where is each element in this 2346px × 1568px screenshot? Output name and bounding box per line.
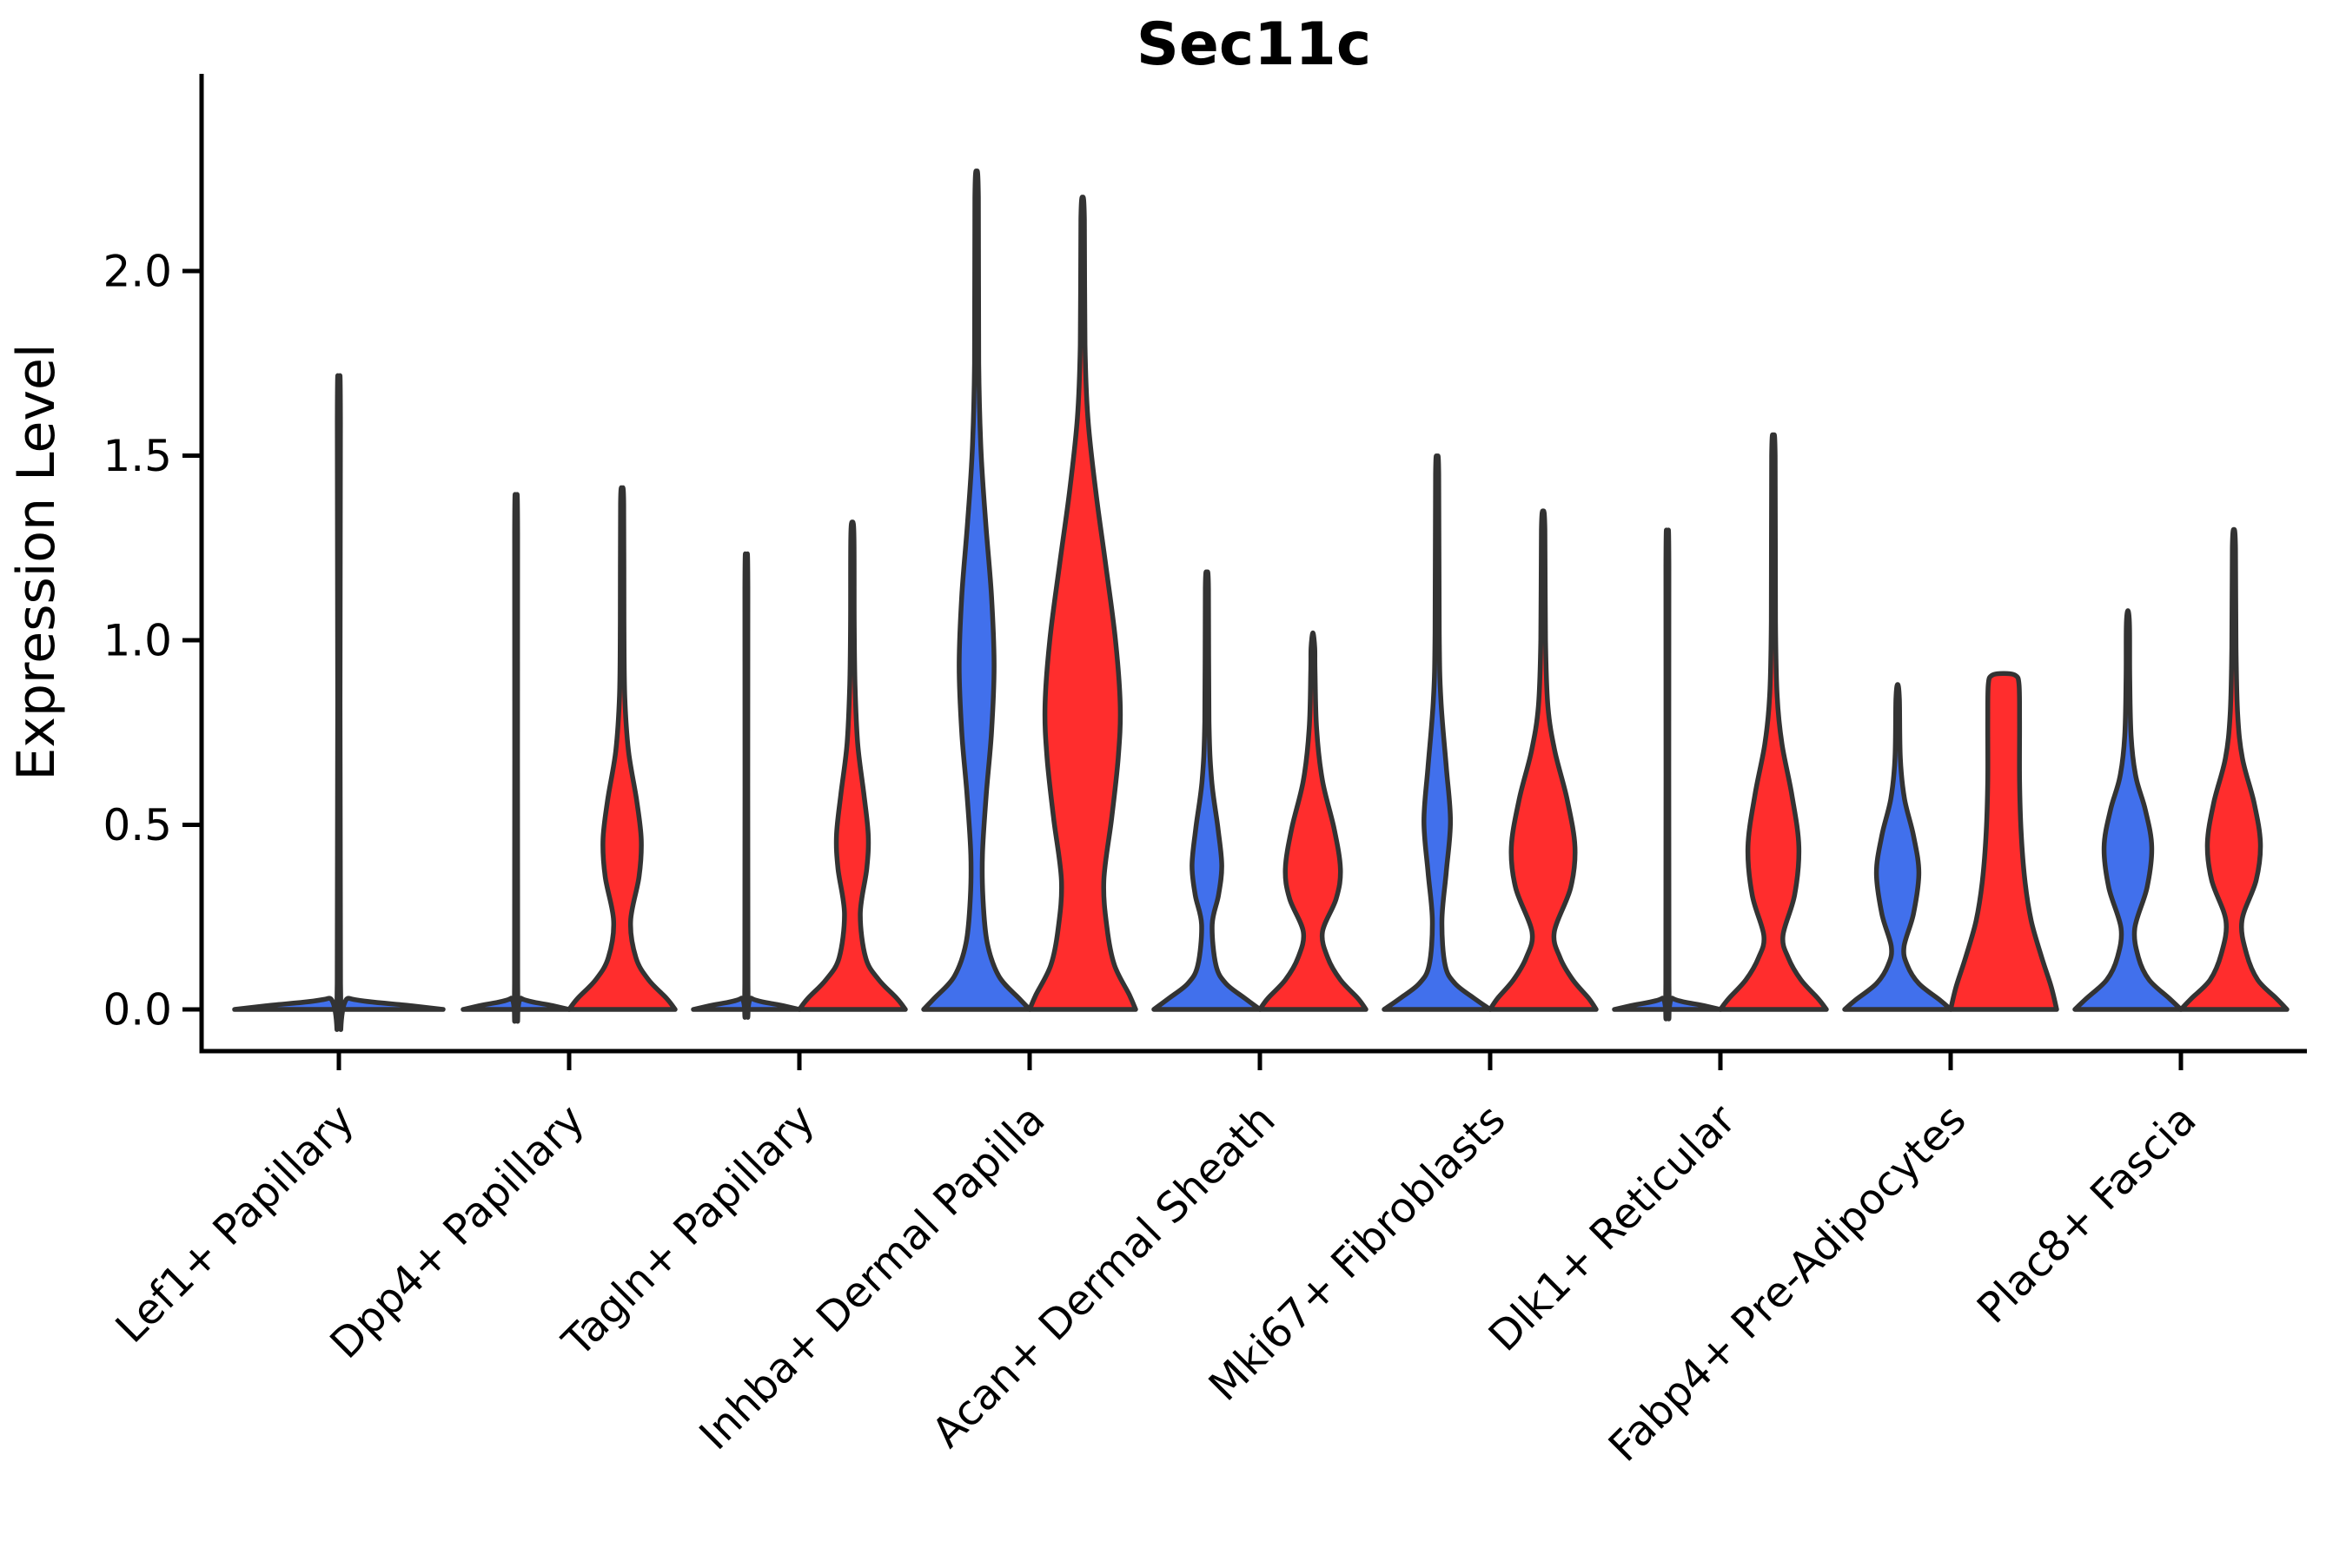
violin-plac8-fascia-red [2178,526,2290,1012]
violin-dpp4-papillary-blue [461,492,572,1024]
x-tick-label: Plac8+ Fascia [1968,1095,2206,1333]
violin-fabp4-pre-adipocytes-red [1948,671,2059,1012]
violin-mki67-fibroblasts-blue [1382,453,1493,1012]
violin-dlk1-reticular-red [1718,432,1829,1012]
y-tick-label: 1.5 [103,431,172,481]
y-tick-label: 0.0 [103,985,172,1035]
y-tick-label: 2.0 [103,247,172,297]
violin-tagln-papillary-blue [691,551,802,1020]
violin-dlk1-reticular-blue [1612,527,1723,1022]
x-tick-label: Dlk1+ Reticular [1480,1095,1746,1361]
violin-tagln-papillary-red [797,519,908,1012]
violin-inhba-dermal-papilla-blue [921,169,1032,1012]
violin-acan-dermal-sheath-red [1257,630,1368,1012]
y-axis-label: Expression Level [6,343,67,780]
x-tick-label: Lef1+ Papillary [107,1095,364,1353]
violin-inhba-dermal-papilla-red [1027,195,1138,1012]
violin-mki67-fibroblasts-red [1488,508,1599,1012]
violins [232,169,2290,1032]
chart-title: Sec11c [1137,10,1371,79]
violin-acan-dermal-sheath-blue [1151,569,1262,1012]
y-tick-label: 1.0 [103,616,172,666]
y-tick-label: 0.5 [103,800,172,850]
violin-dpp4-papillary-red [567,485,678,1012]
violin-plac8-fascia-blue [2072,608,2184,1012]
violin-lef1-papillary-blue [232,373,446,1032]
violin-fabp4-pre-adipocytes-blue [1842,682,1953,1012]
x-tick-label: Dpp4+ Papillary [321,1095,593,1368]
x-tick-label: Tagln+ Papillary [553,1095,824,1366]
